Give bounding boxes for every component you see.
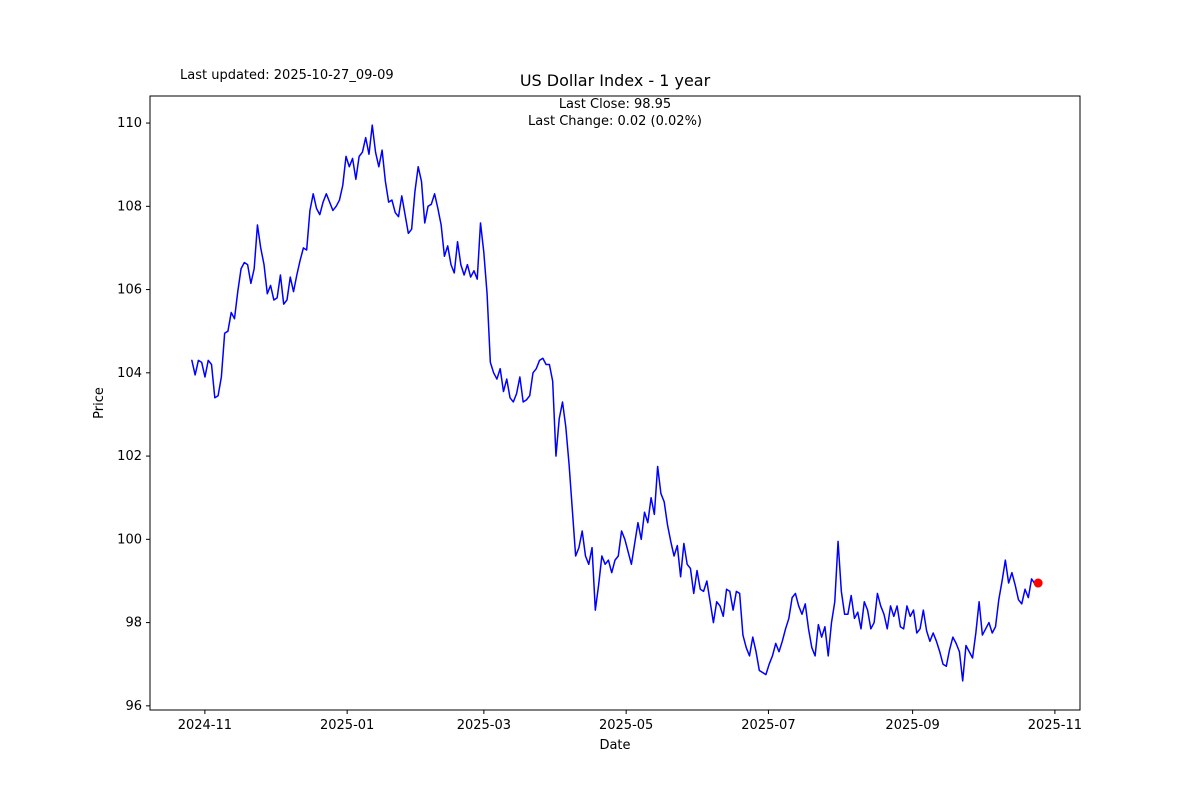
chart-title: US Dollar Index - 1 year — [519, 71, 711, 90]
x-tick-label: 2025-07 — [741, 718, 795, 733]
last-updated-label: Last updated: 2025-10-27_09-09 — [180, 68, 394, 83]
price-line — [191, 124, 1039, 682]
x-tick-label: 2025-05 — [599, 718, 653, 733]
x-tick-label: 2025-09 — [885, 718, 939, 733]
y-tick-label: 110 — [117, 116, 142, 131]
last-change-annotation: Last Change: 0.02 (0.02%) — [527, 114, 702, 129]
x-axis-label: Date — [599, 738, 631, 753]
last-close-annotation: Last Close: 98.95 — [558, 97, 672, 112]
y-tick-label: 96 — [125, 699, 142, 714]
y-tick-label: 102 — [117, 449, 142, 464]
y-tick-label: 98 — [125, 616, 142, 631]
y-tick-label: 104 — [117, 366, 142, 381]
axes-border — [149, 95, 1081, 711]
y-tick-label: 100 — [117, 532, 142, 547]
x-tick-label: 2025-11 — [1028, 718, 1082, 733]
x-tick-label: 2024-11 — [178, 718, 232, 733]
x-tick-label: 2025-03 — [457, 718, 511, 733]
y-tick-label: 106 — [117, 283, 142, 298]
last-price-marker — [1033, 578, 1043, 588]
y-tick-label: 108 — [117, 199, 142, 214]
x-tick-label: 2025-01 — [320, 718, 374, 733]
